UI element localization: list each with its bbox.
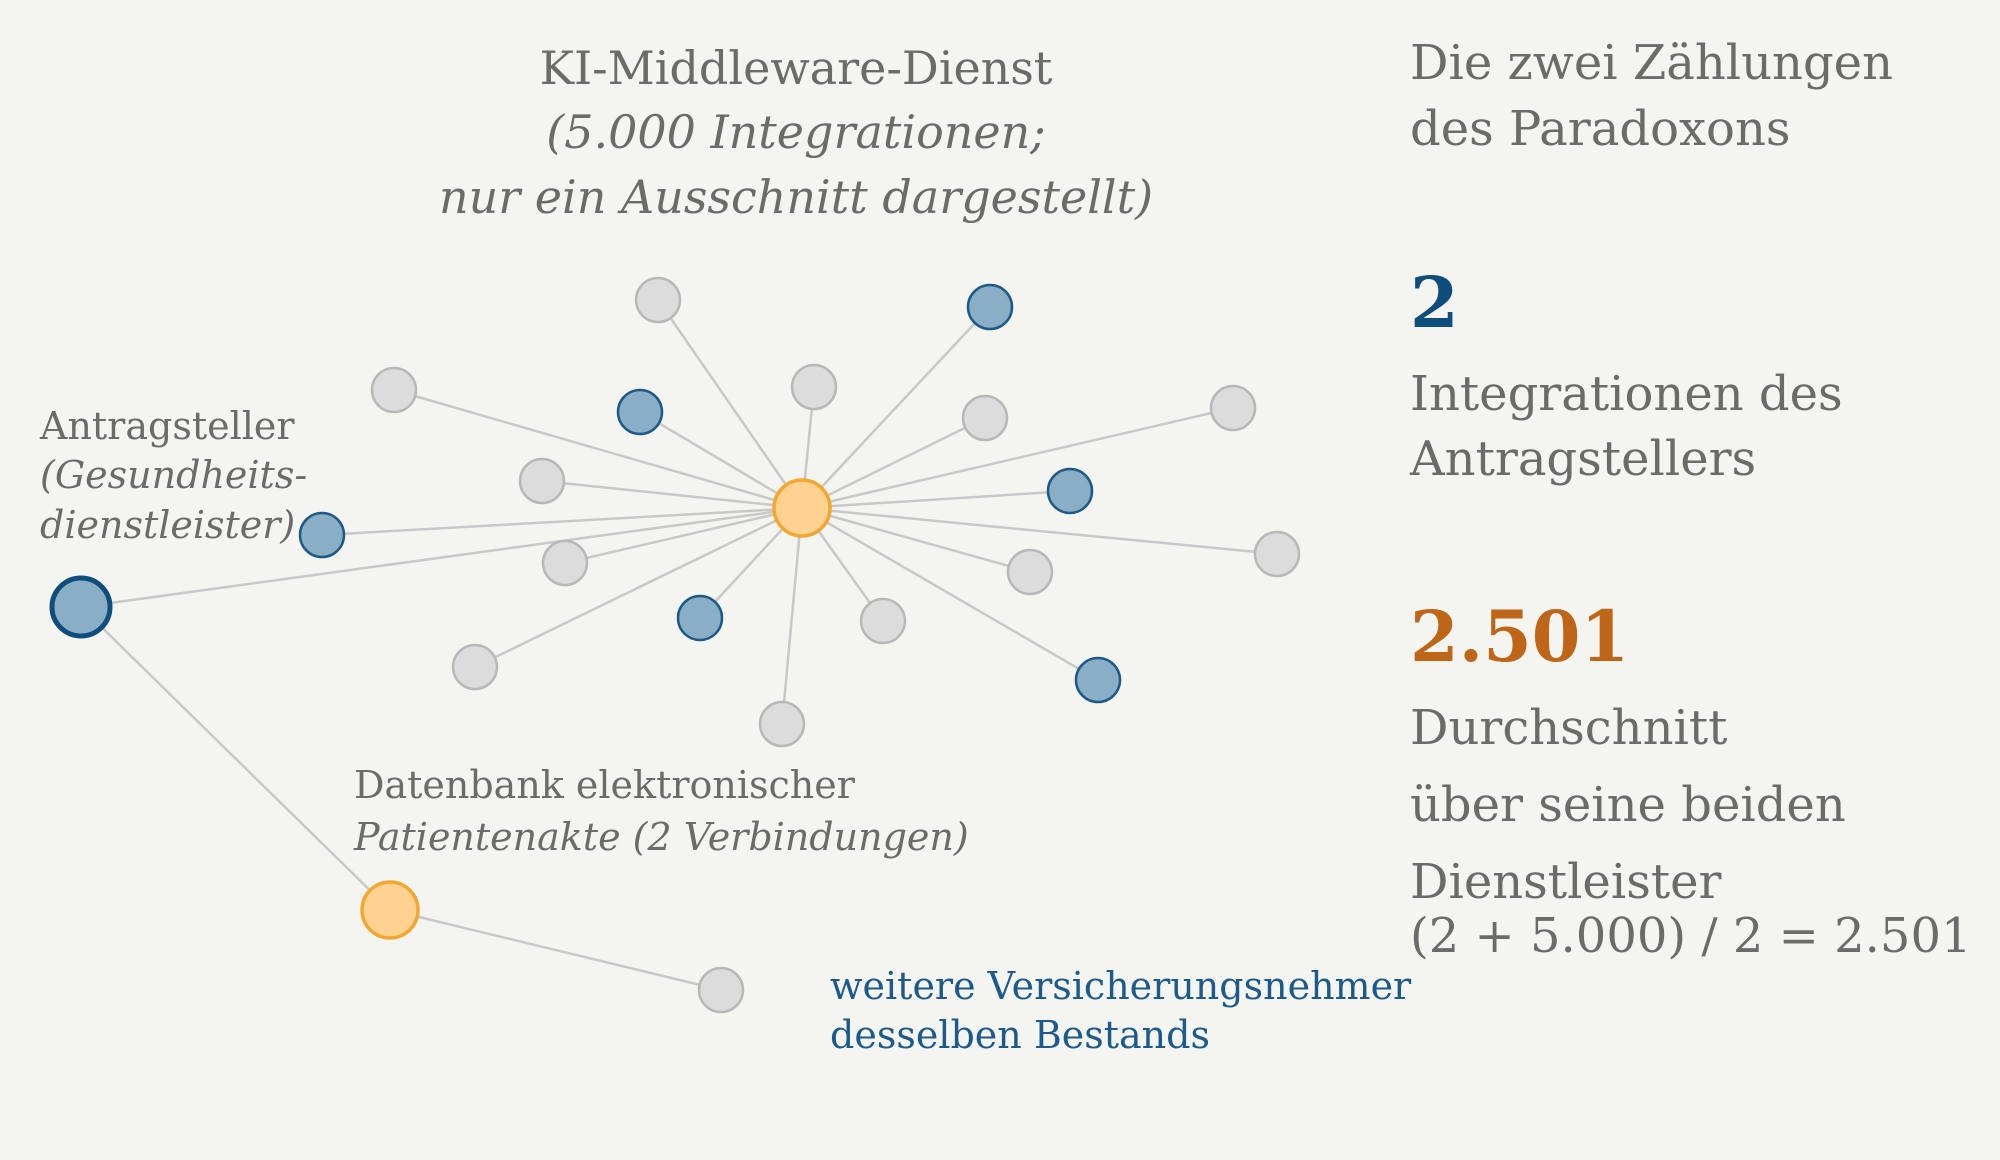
integration-node-highlight xyxy=(676,594,724,642)
edge-hub-n17 xyxy=(801,506,1099,682)
edge-hub-n6 xyxy=(801,416,986,510)
integration-node-highlight xyxy=(1074,656,1122,704)
edge-hub-n1 xyxy=(656,299,804,509)
more-policyholders-label: weitere Versicherungsnehmer desselben Be… xyxy=(830,962,1411,1061)
applicant-label-line1: Antragsteller xyxy=(40,404,295,448)
edges xyxy=(80,299,1278,992)
edge-hub-n9 xyxy=(801,489,1071,510)
more-policyholders-node xyxy=(697,966,745,1014)
ehr-database-node xyxy=(360,880,420,940)
integration-node xyxy=(758,700,806,748)
edge-hub-n14 xyxy=(474,506,803,669)
edge-hub-n12 xyxy=(564,506,803,565)
side-title-line2: des Paradoxons xyxy=(1410,101,1791,158)
applicant-label-line3: dienstleister) xyxy=(40,502,296,547)
edge-applicant-ehr xyxy=(80,606,391,911)
integration-node xyxy=(370,366,418,414)
edge-ehr-more xyxy=(389,908,722,992)
average-description: Durchschnitt über seine beiden Dienstlei… xyxy=(1410,690,1846,920)
integration-node xyxy=(518,457,566,505)
ehr-label-line1: Datenbank elektronischer xyxy=(354,763,855,807)
edge-hub-n10 xyxy=(321,506,803,537)
integration-node xyxy=(1209,384,1257,432)
integration-node xyxy=(790,363,838,411)
ai-middleware-hub-node xyxy=(772,478,832,538)
side-title-line1: Die zwei Zählungen xyxy=(1410,35,1893,91)
integration-node-highlight xyxy=(616,388,664,436)
hub-title-line1: KI-Middleware-Dienst xyxy=(539,41,1053,95)
nodes xyxy=(49,276,1301,1014)
applicant-label-line2: (Gesundheits- xyxy=(40,453,308,498)
avg-desc-line2: über seine beiden xyxy=(1410,776,1846,833)
edge-hub-n18 xyxy=(780,507,804,725)
integration-node xyxy=(961,394,1009,442)
applicant-integration-count: 2 xyxy=(1410,261,1459,344)
integration-node-highlight xyxy=(298,511,346,559)
edge-hub-n2 xyxy=(801,306,991,509)
hub-title-line2: (5.000 Integrationen; xyxy=(546,105,1046,160)
integration-node-highlight xyxy=(1046,467,1094,515)
integration-node xyxy=(451,643,499,691)
edge-hub-n5 xyxy=(639,410,803,510)
ehr-label-line2: Patientenakte (2 Verbindungen) xyxy=(354,814,969,859)
avg-desc-line3: Dienstleister xyxy=(1410,853,1722,910)
ehr-label: Datenbank elektronischer Patientenakte (… xyxy=(354,760,969,863)
count-desc-line2: Antragstellers xyxy=(1410,431,1757,488)
average-formula: (2 + 5.000) / 2 = 2.501 xyxy=(1410,908,1972,964)
avg-desc-line1: Durchschnitt xyxy=(1410,700,1728,756)
integration-node xyxy=(541,539,589,587)
edge-applicant-hub xyxy=(80,506,803,609)
integration-node xyxy=(634,276,682,324)
applicant-label: Antragsteller (Gesundheits- dienstleiste… xyxy=(40,402,307,550)
integration-node xyxy=(859,597,907,645)
edge-hub-n13 xyxy=(801,506,1031,574)
hub-title: KI-Middleware-Dienst (5.000 Integratione… xyxy=(0,36,1592,229)
average-value: 2.501 xyxy=(1410,595,1630,678)
side-panel-title: Die zwei Zählungen des Paradoxons xyxy=(1410,30,1893,162)
applicant-node xyxy=(49,575,113,639)
count-desc-line1: Integrationen des xyxy=(1410,366,1843,422)
integration-node xyxy=(1006,548,1054,596)
edge-hub-n3 xyxy=(393,388,803,510)
edge-hub-n11 xyxy=(801,506,1278,556)
more-label-line1: weitere Versicherungsnehmer xyxy=(830,964,1412,1008)
edge-hub-n8 xyxy=(541,479,803,510)
edge-hub-n7 xyxy=(801,406,1234,510)
hub-title-line3: nur ein Ausschnitt dargestellt) xyxy=(438,169,1154,224)
count-description: Integrationen des Antragstellers xyxy=(1410,362,1843,493)
more-label-line2: desselben Bestands xyxy=(830,1013,1210,1058)
integration-node xyxy=(1253,530,1301,578)
integration-node-highlight xyxy=(966,283,1014,331)
